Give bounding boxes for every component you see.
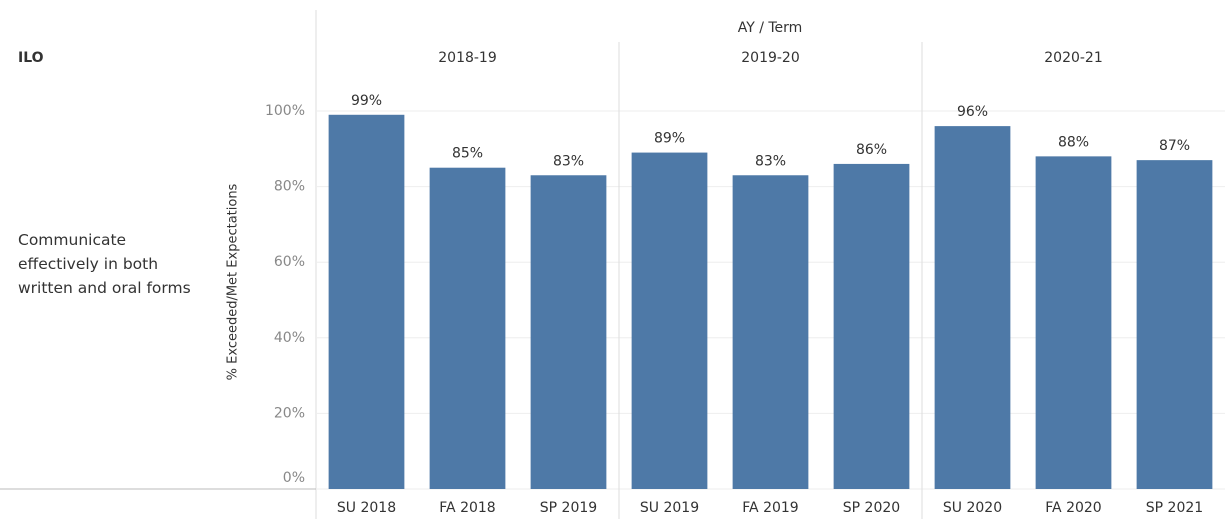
value-label: 89% [654, 131, 685, 147]
x-tick-label: FA 2018 [439, 500, 495, 516]
value-label: 96% [957, 104, 988, 120]
value-label: 87% [1159, 138, 1190, 154]
x-tick-label: FA 2019 [742, 500, 798, 516]
value-label: 86% [856, 142, 887, 158]
value-label: 83% [553, 153, 584, 169]
value-label: 83% [755, 153, 786, 169]
value-label: 88% [1058, 134, 1089, 150]
bar [328, 114, 405, 489]
group-label: 2020-21 [1044, 50, 1103, 66]
y-tick-label: 80% [274, 179, 305, 195]
x-tick-label: SP 2021 [1146, 500, 1203, 516]
value-label: 85% [452, 146, 483, 162]
y-tick-label: 100% [265, 103, 305, 119]
bar [1035, 156, 1112, 490]
y-tick-label: 60% [274, 254, 305, 270]
bar [934, 126, 1011, 490]
row-header: ILO [18, 50, 44, 66]
bar [429, 167, 506, 489]
bar [732, 175, 809, 489]
y-tick-label: 0% [283, 470, 305, 486]
bar [833, 163, 910, 490]
bar [631, 152, 708, 489]
group-label: 2018-19 [438, 50, 497, 66]
column-header: AY / Term [738, 20, 803, 36]
value-label: 99% [351, 93, 382, 109]
y-tick-label: 40% [274, 330, 305, 346]
y-axis-title: % Exceeded/Met Expectations [226, 183, 241, 380]
y-tick-label: 20% [274, 405, 305, 421]
x-tick-label: SP 2020 [843, 500, 900, 516]
row-label: Communicate effectively in both written … [18, 231, 191, 297]
bar [1136, 160, 1213, 489]
x-tick-label: SU 2018 [337, 500, 396, 516]
x-tick-label: SU 2020 [943, 500, 1002, 516]
group-label: 2019-20 [741, 50, 800, 66]
x-tick-label: FA 2020 [1045, 500, 1101, 516]
x-tick-label: SP 2019 [540, 500, 597, 516]
x-tick-label: SU 2019 [640, 500, 699, 516]
bar [530, 175, 607, 489]
